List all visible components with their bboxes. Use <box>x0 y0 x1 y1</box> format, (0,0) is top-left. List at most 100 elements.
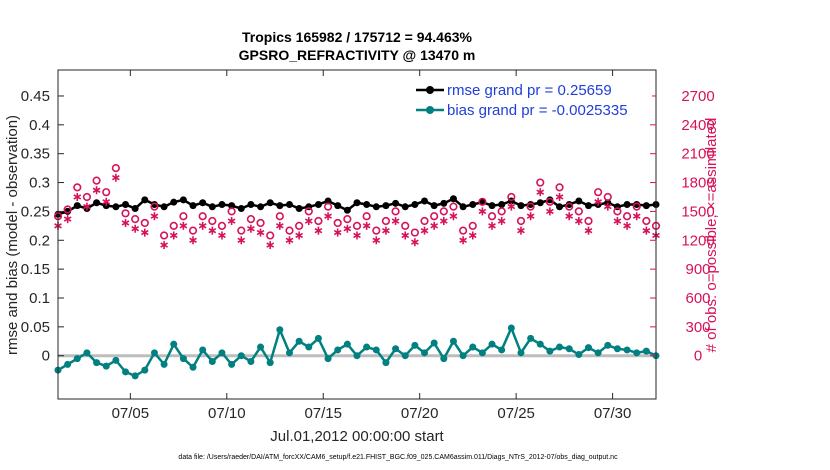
rmse-point <box>199 199 207 207</box>
rmse-point <box>247 200 255 208</box>
bias-point <box>334 346 342 354</box>
bias-point <box>421 349 429 357</box>
bias-point <box>343 340 351 348</box>
rmse-point <box>218 200 226 208</box>
assimilated-point <box>324 212 332 221</box>
bias-point <box>469 343 477 351</box>
rmse-point <box>324 197 332 205</box>
possible-point <box>487 212 497 221</box>
assimilated-point <box>150 212 159 221</box>
bias-point <box>382 359 390 367</box>
possible-point <box>555 183 564 192</box>
assimilated-point <box>526 212 535 221</box>
assimilated-point <box>459 236 467 245</box>
assimilated-point <box>594 197 602 206</box>
bias-point <box>459 352 467 360</box>
rmse-point <box>556 203 564 211</box>
possible-point <box>594 188 603 197</box>
bias-point <box>498 346 506 354</box>
rmse-point <box>498 200 506 208</box>
bias-point <box>314 334 322 342</box>
bias-point <box>440 355 448 363</box>
possible-point <box>314 216 323 226</box>
y-tick-label-left: 0.3 <box>29 175 50 192</box>
assimilated-point <box>468 231 477 240</box>
possible-point <box>632 202 641 211</box>
x-tick-label: 07/30 <box>594 405 632 422</box>
assimilated-point <box>632 212 641 221</box>
series-layer <box>53 164 661 380</box>
legend-bias-label: bias grand pr = -0.0025335 <box>447 102 628 119</box>
rmse-point <box>93 199 101 207</box>
assimilated-point <box>73 192 82 201</box>
possible-point <box>565 202 574 211</box>
bias-point <box>411 341 419 349</box>
y-tick-label-right: 1500 <box>681 203 714 220</box>
rmse-point <box>189 202 197 210</box>
possible-point <box>622 212 632 221</box>
assimilated-point <box>112 173 120 182</box>
possible-point <box>526 202 535 211</box>
x-ticks: 07/05 07/10 07/15 07/20 07/25 07/30 <box>112 70 632 422</box>
bias-point <box>594 349 602 357</box>
possible-point <box>198 212 207 221</box>
assimilated-point <box>304 217 313 226</box>
bias-point <box>189 363 197 371</box>
possible-point <box>323 202 333 211</box>
legend-rmse-marker <box>426 86 434 94</box>
legend: rmse grand pr = 0.25659 bias grand pr = … <box>412 80 652 122</box>
possible-point <box>603 192 612 202</box>
rmse-point <box>295 205 303 213</box>
possible-point <box>295 221 304 230</box>
assimilated-point <box>517 226 525 235</box>
possible-point <box>63 205 72 214</box>
rmse-point <box>449 195 457 203</box>
assimilated-point <box>449 212 458 221</box>
y-tick-label-left: 0 <box>42 348 50 365</box>
assimilated-point <box>275 221 284 230</box>
possible-point <box>352 221 362 230</box>
possible-point <box>73 183 82 192</box>
bias-point <box>102 362 110 370</box>
rmse-point <box>73 202 81 210</box>
possible-point <box>304 207 313 216</box>
x-tick-label: 07/15 <box>304 405 342 422</box>
y-tick-label-left: 0.4 <box>29 117 50 134</box>
assimilated-point <box>623 221 631 230</box>
bias-point <box>237 352 245 360</box>
possible-point <box>401 221 410 230</box>
possible-point <box>478 197 487 206</box>
rmse-point <box>401 203 409 211</box>
possible-point <box>159 231 169 240</box>
assimilated-point <box>613 217 622 226</box>
y-tick-label-right: 900 <box>685 261 710 278</box>
rmse-point <box>237 205 245 213</box>
y-tick-label-left: 0.15 <box>21 261 50 278</box>
assimilated-point <box>488 221 496 230</box>
assimilated-point <box>411 238 419 247</box>
bias-point <box>131 372 139 380</box>
bias-point <box>64 360 72 368</box>
rmse-point <box>372 203 380 211</box>
y-axis-label-left: rmse and bias (model - observation) <box>4 115 21 355</box>
bias-point <box>150 349 158 357</box>
assimilated-point <box>555 192 564 201</box>
bias-point <box>179 355 187 363</box>
chart-title-line1: Tropics 165982 / 175712 = 94.463% <box>242 29 473 45</box>
x-tick-label: 07/05 <box>112 405 150 422</box>
assimilated-point <box>430 221 439 230</box>
bias-point <box>642 347 650 355</box>
series-assimilated <box>54 173 660 250</box>
legend-rmse-label: rmse grand pr = 0.25659 <box>447 82 612 99</box>
rmse-point <box>411 200 419 208</box>
bias-point <box>488 340 496 348</box>
possible-point <box>237 226 246 235</box>
assimilated-point <box>140 228 149 237</box>
possible-point <box>169 221 178 230</box>
assimilated-point <box>391 217 400 226</box>
series-possible <box>53 164 661 240</box>
bias-point <box>247 357 255 365</box>
y-tick-label-right: 2100 <box>681 146 714 163</box>
bias-point <box>623 346 631 354</box>
